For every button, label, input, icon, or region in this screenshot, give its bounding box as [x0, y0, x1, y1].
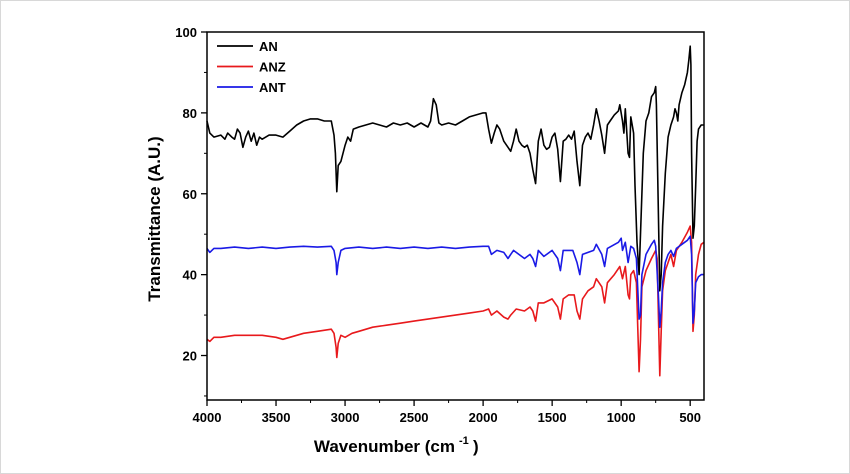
x-tick-label: 2000: [469, 410, 498, 425]
plot-frame: [206, 31, 705, 401]
x-tick-label: 2500: [400, 410, 429, 425]
x-axis-title-text: Wavenumber (cm: [314, 437, 455, 456]
series-layer: [206, 45, 705, 377]
axis-ticks: 4000 3500 3000 2500 2000 1500 1000 500 20 40 60 80 1…: [175, 25, 701, 425]
y-tick-label: 80: [183, 106, 197, 121]
x-tick-label: 500: [679, 410, 701, 425]
series-line-ant: [206, 235, 704, 328]
x-tick-label: 3000: [331, 410, 360, 425]
y-axis-title: Transmittance (A.U.): [145, 136, 164, 301]
y-tick-label: 20: [183, 349, 197, 364]
legend-label-anz: ANZ: [259, 60, 286, 75]
x-tick-label: 4000: [193, 410, 222, 425]
series-line-an: [206, 45, 704, 292]
x-axis-title: Wavenumber (cm: [314, 437, 455, 456]
x-axis-title-close: ): [473, 437, 479, 456]
legend-label-ant: ANT: [259, 80, 286, 95]
x-axis-title-superscript: -1: [459, 435, 469, 447]
x-tick-label: 3500: [262, 410, 291, 425]
y-tick-label: 60: [183, 187, 197, 202]
legend: AN ANZ ANT: [217, 39, 286, 95]
y-tick-label: 40: [183, 268, 197, 283]
y-tick-label: 100: [175, 25, 197, 40]
legend-label-an: AN: [259, 39, 278, 54]
x-tick-label: 1500: [538, 410, 567, 425]
x-tick-label: 1000: [607, 410, 636, 425]
